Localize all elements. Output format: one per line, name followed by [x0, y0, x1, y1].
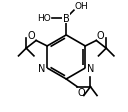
Text: B: B: [63, 14, 70, 24]
Text: HO: HO: [38, 14, 51, 23]
Text: O: O: [28, 31, 36, 41]
Text: N: N: [38, 63, 46, 73]
Text: OH: OH: [74, 2, 88, 11]
Text: N: N: [87, 63, 94, 73]
Text: O: O: [97, 31, 104, 41]
Text: O: O: [78, 87, 85, 97]
